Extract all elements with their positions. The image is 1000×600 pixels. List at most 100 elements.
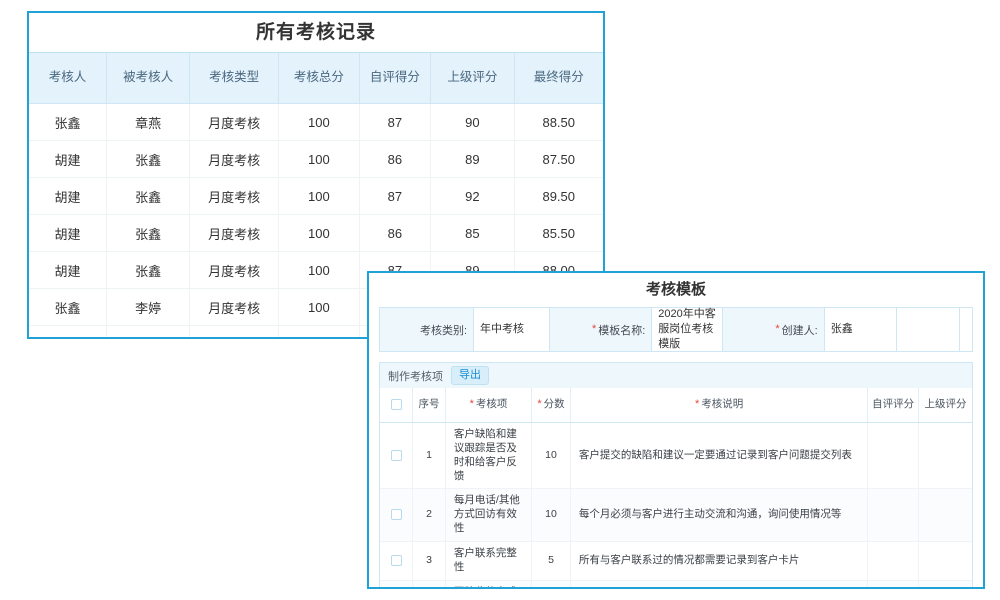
required-star-icon: * (537, 398, 542, 411)
cell-type: 月度考核 (189, 177, 280, 215)
row-checkbox[interactable] (390, 509, 402, 521)
cell-self-score (867, 541, 919, 581)
records-header-row: 考核人 被考核人 考核类型 考核总分 自评得分 上级评分 最终得分 (29, 53, 603, 104)
export-button[interactable]: 导出 (451, 366, 489, 385)
cell-seq: 1 (412, 422, 446, 490)
creator-label: * 创建人: (722, 308, 825, 352)
items-header-row: 序号 * 考核项 * 分数 * 考核说明 自评评分 上级评分 (380, 388, 972, 423)
cell-score: 10 (531, 422, 571, 490)
list-item[interactable]: 4 团队收款完成率 70 以实际收到的款项为基，并不以有效回款 (380, 580, 972, 587)
table-row[interactable]: 胡建 张鑫 月度考核 100 86 85 85.50 (29, 214, 603, 252)
records-col-type: 考核类型 (189, 53, 280, 104)
template-name-label-text: 模板名称: (598, 324, 646, 337)
row-select-cell (380, 580, 414, 587)
cell-final-score: 85.50 (514, 214, 603, 252)
items-col-score-text: 分数 (543, 398, 565, 411)
list-item[interactable]: 3 客户联系完整性 5 所有与客户联系过的情况都需要记录到客户卡片 (380, 541, 972, 581)
table-row[interactable]: 胡建 张鑫 月度考核 100 87 92 89.50 (29, 177, 603, 215)
select-all-header (380, 388, 414, 423)
row-select-cell (380, 422, 414, 490)
cell-assessor: 胡建 (29, 177, 107, 215)
cell-assessee: 章燕 (106, 103, 191, 141)
records-col-self-score: 自评得分 (359, 53, 432, 104)
cell-superior-score (918, 422, 972, 490)
items-col-item-text: 考核项 (475, 398, 508, 411)
cell-type: 月度考核 (189, 251, 280, 289)
cell-desc: 所有与客户联系过的情况都需要记录到客户卡片 (570, 541, 869, 581)
assessment-template-panel: 考核模板 考核类别: 年中考核 * 模板名称: 2020年中客服岗位考核模版 * 创… (367, 271, 985, 589)
cell-self-score (867, 422, 919, 490)
category-value[interactable]: 年中考核 (474, 308, 551, 352)
cell-assessee: 张鑫 (106, 214, 191, 252)
cell-assessor: 胡建 (29, 251, 107, 289)
cell-item: 客户联系完整性 (445, 541, 533, 581)
cell-total: 100 (278, 214, 360, 252)
items-col-seq: 序号 (412, 388, 446, 423)
cell-superior-score (918, 541, 972, 581)
cell-self-score: 87 (359, 177, 432, 215)
cell-assessee: 张鑫 (106, 177, 191, 215)
items-col-desc: * 考核说明 (570, 388, 869, 423)
list-item[interactable]: 1 客户缺陷和建议跟踪是否及时和给客户反馈 10 客户提交的缺陷和建议一定要通过… (380, 422, 972, 490)
cell-type: 月度考核 (189, 288, 280, 326)
cell-total: 100 (278, 325, 360, 337)
cell-self-score (867, 580, 919, 587)
cell-type: 月度考核 (189, 214, 280, 252)
cell-seq: 2 (412, 488, 446, 543)
records-col-final-score: 最终得分 (514, 53, 603, 104)
cell-total: 100 (278, 251, 360, 289)
required-star-icon: * (694, 398, 700, 411)
cell-desc: 客户提交的缺陷和建议一定要通过记录到客户问题提交列表 (570, 422, 869, 490)
list-item[interactable]: 2 每月电话/其他方式回访有效性 10 每个月必须与客户进行主动交流和沟通，询问… (380, 488, 972, 543)
template-panel-title: 考核模板 (369, 273, 983, 305)
row-select-cell (380, 488, 414, 543)
cell-self-score: 86 (359, 140, 432, 178)
cell-superior-score (918, 488, 972, 543)
cell-assessee: 张鑫 (106, 251, 191, 289)
cell-score: 70 (531, 580, 571, 587)
cell-final-score: 87.50 (514, 140, 603, 178)
cell-self-score: 87 (359, 103, 432, 141)
table-row[interactable]: 胡建 张鑫 月度考核 100 86 89 87.50 (29, 140, 603, 178)
cell-type: 月度考核 (189, 325, 280, 337)
meta-empty-cell-2 (960, 308, 973, 352)
records-col-total: 考核总分 (278, 53, 360, 104)
category-label: 考核类别: (380, 308, 475, 352)
cell-assessor: 胡建 (29, 214, 107, 252)
table-row[interactable]: 张鑫 章燕 月度考核 100 87 90 88.50 (29, 103, 603, 141)
records-col-assessor: 考核人 (29, 53, 107, 104)
cell-score: 5 (531, 541, 571, 581)
cell-total: 100 (278, 140, 360, 178)
creator-value[interactable]: 张鑫 (824, 308, 898, 352)
items-col-item: * 考核项 (445, 388, 533, 423)
row-select-cell (380, 541, 414, 581)
cell-superior-score (918, 580, 972, 587)
required-star-icon: * (775, 323, 780, 335)
cell-total: 100 (278, 177, 360, 215)
row-checkbox[interactable] (390, 554, 402, 566)
cell-assessee: 胡雪 (106, 325, 191, 337)
records-panel-title: 所有考核记录 (29, 13, 603, 53)
cell-assessor: 张鑫 (29, 288, 107, 326)
cell-desc: 以实际收到的款项为基，并不以有效回款 (570, 580, 869, 587)
cell-superior-score: 90 (430, 103, 515, 141)
template-name-value[interactable]: 2020年中客服岗位考核模版 (652, 308, 723, 352)
select-all-checkbox[interactable] (390, 399, 402, 411)
items-toolbar: 制作考核项 导出 (379, 362, 973, 388)
cell-assessee: 张鑫 (106, 140, 191, 178)
template-meta-form: 考核类别: 年中考核 * 模板名称: 2020年中客服岗位考核模版 * 创建人: 张… (379, 307, 973, 352)
row-checkbox[interactable] (390, 449, 402, 461)
cell-assessor: 张鑫 (29, 325, 107, 337)
cell-type: 月度考核 (189, 103, 280, 141)
cell-final-score: 88.50 (514, 103, 603, 141)
cell-superior-score: 85 (430, 214, 515, 252)
creator-label-text: 创建人: (781, 324, 818, 337)
template-name-label: * 模板名称: (550, 308, 653, 352)
items-col-score: * 分数 (531, 388, 571, 423)
cell-self-score: 86 (359, 214, 432, 252)
cell-desc: 每个月必须与客户进行主动交流和沟通，询问使用情况等 (570, 488, 869, 543)
cell-assessee: 李婷 (106, 288, 191, 326)
cell-self-score (867, 488, 919, 543)
assessment-items-table: 序号 * 考核项 * 分数 * 考核说明 自评评分 上级评分 (380, 388, 972, 587)
